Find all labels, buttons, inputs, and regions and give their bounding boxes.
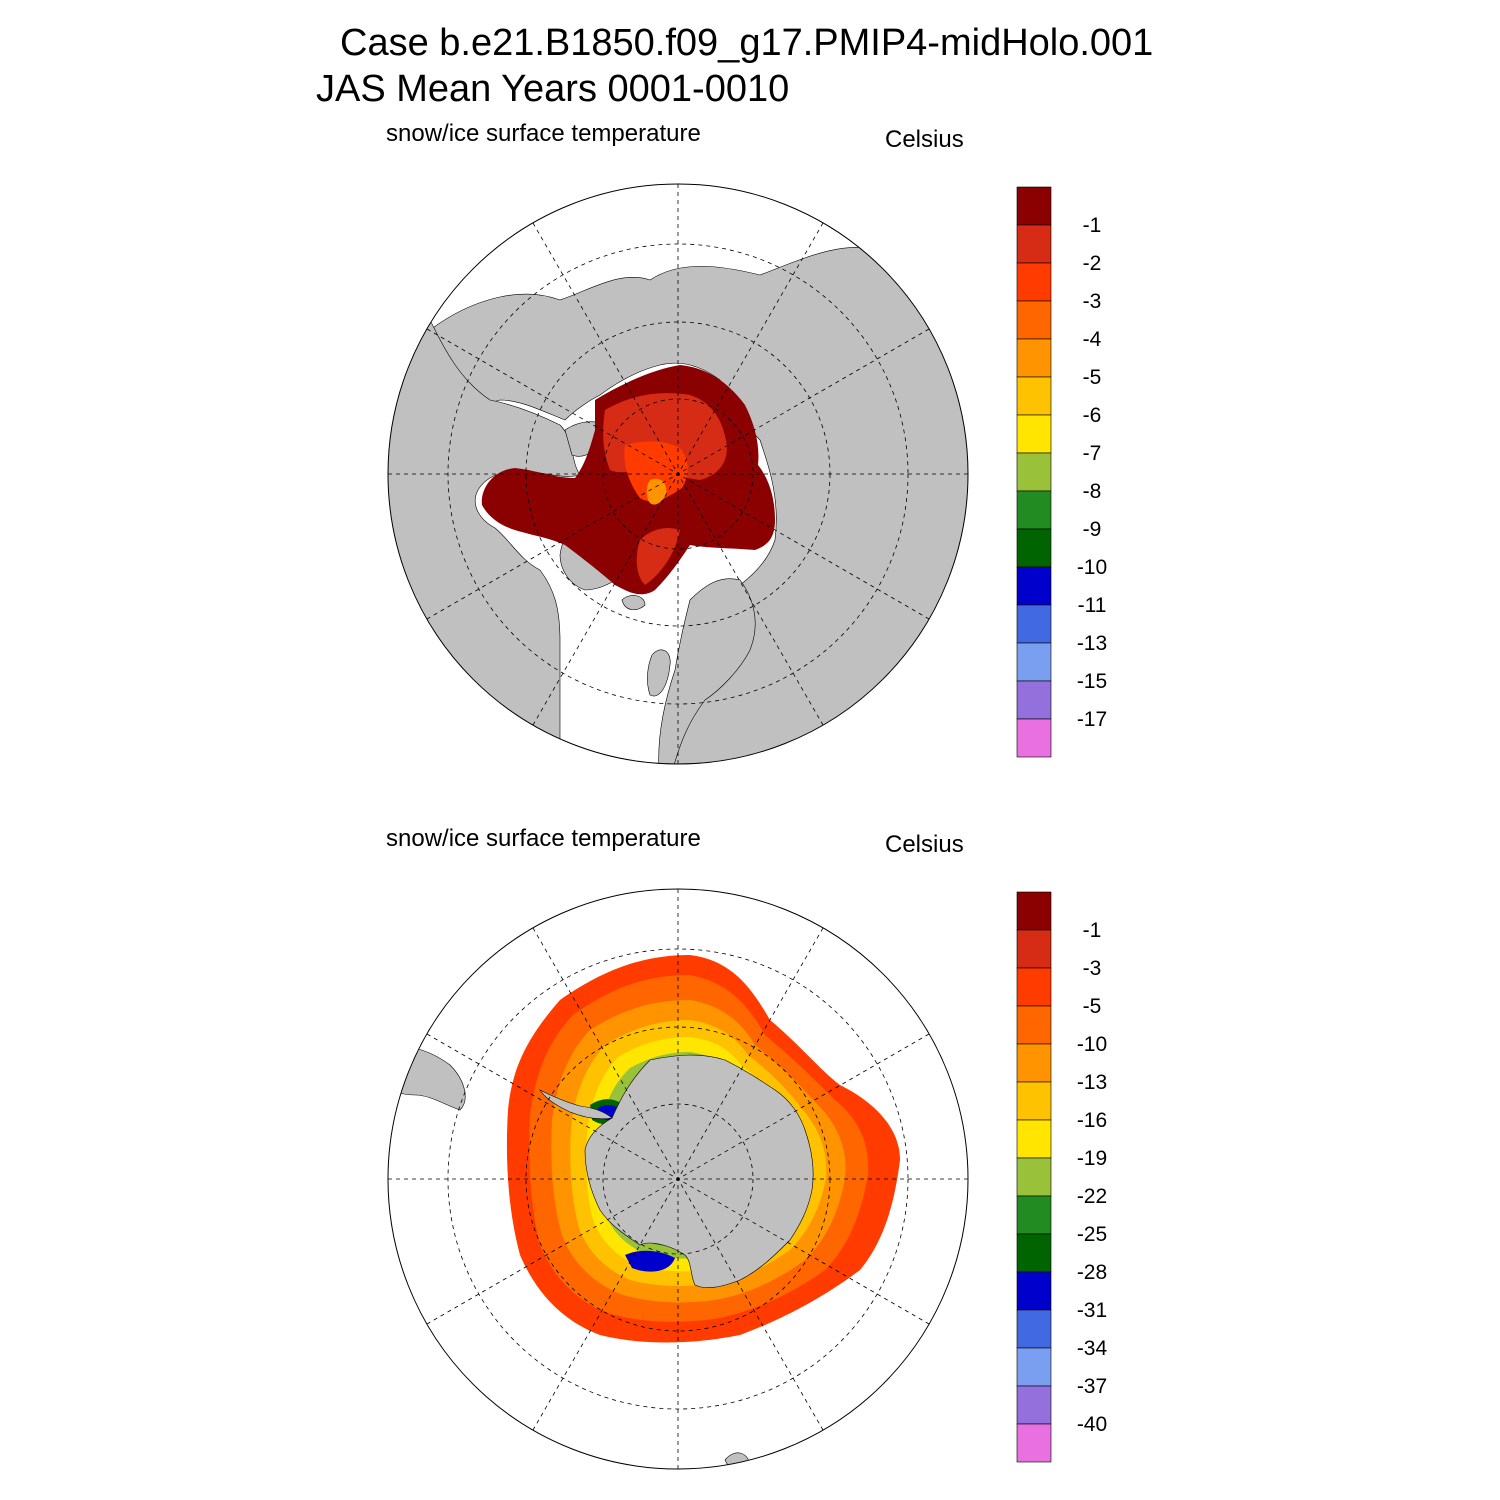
north-colorbar-swatch-11 xyxy=(1016,604,1052,644)
north-colorbar-swatch-4 xyxy=(1016,338,1052,378)
north-sea-ice xyxy=(481,365,775,595)
south-ice-ross-minus31 xyxy=(625,1250,675,1272)
north-colorbar-tick-label: -11 xyxy=(1078,594,1107,617)
north-units-label: Celsius xyxy=(885,126,964,153)
north-colorbar-swatch-0 xyxy=(1016,186,1052,226)
north-colorbar-swatch-7 xyxy=(1016,452,1052,492)
north-colorbar-tick-label: -2 xyxy=(1083,252,1102,275)
north-colorbar-tick-label: -8 xyxy=(1083,480,1102,503)
north-variable-label: snow/ice surface temperature xyxy=(386,120,701,147)
south-colorbar-tick-label: -34 xyxy=(1077,1337,1108,1360)
north-colorbar-tick-label: -6 xyxy=(1083,404,1102,427)
south-colorbar: -1 -3 -5 -10 -13 -16 -19 -22 -25 -28 -31 -34 -37 -40 xyxy=(1016,891,1108,1463)
north-colorbar-tick-label: -4 xyxy=(1083,328,1102,351)
north-colorbar-swatch-3 xyxy=(1016,300,1052,340)
south-colorbar-swatch-11 xyxy=(1016,1309,1052,1349)
south-colorbar-swatch-13 xyxy=(1016,1385,1052,1425)
north-colorbar-swatch-6 xyxy=(1016,414,1052,454)
south-colorbar-swatch-4 xyxy=(1016,1043,1052,1083)
south-colorbar-swatch-3 xyxy=(1016,1005,1052,1045)
north-colorbar-tick-label: -7 xyxy=(1083,442,1102,465)
north-land-iceland xyxy=(621,595,646,610)
north-colorbar-tick-label: -17 xyxy=(1077,708,1107,731)
south-polar-map xyxy=(387,888,969,1470)
north-colorbar-swatch-2 xyxy=(1016,262,1052,302)
north-colorbar-swatch-12 xyxy=(1016,642,1052,682)
south-colorbar-swatch-2 xyxy=(1016,967,1052,1007)
north-colorbar-tick-label: -1 xyxy=(1083,214,1102,237)
south-colorbar-swatch-9 xyxy=(1016,1233,1052,1273)
south-colorbar-tick-label: -28 xyxy=(1077,1261,1107,1284)
north-colorbar-tick-label: -5 xyxy=(1083,366,1102,389)
south-variable-label: snow/ice surface temperature xyxy=(386,825,701,852)
south-colorbar-tick-label: -22 xyxy=(1077,1185,1107,1208)
north-colorbar-tick-label: -3 xyxy=(1083,290,1102,313)
north-land-britain xyxy=(647,649,671,697)
south-colorbar-swatch-10 xyxy=(1016,1271,1052,1311)
south-colorbar-swatch-14 xyxy=(1016,1423,1052,1463)
south-colorbar-tick-label: -19 xyxy=(1077,1147,1107,1170)
south-colorbar-swatch-5 xyxy=(1016,1081,1052,1121)
north-ice-band-fram xyxy=(636,528,680,585)
south-colorbar-swatch-6 xyxy=(1016,1119,1052,1159)
south-colorbar-swatch-7 xyxy=(1016,1157,1052,1197)
north-colorbar-swatch-8 xyxy=(1016,490,1052,530)
south-land-peninsula xyxy=(539,1089,613,1120)
south-colorbar-swatch-0 xyxy=(1016,891,1052,931)
north-colorbar-tick-label: -15 xyxy=(1077,670,1107,693)
south-colorbar-swatch-12 xyxy=(1016,1347,1052,1387)
north-ice-band-minus5 xyxy=(646,478,667,505)
north-colorbar-swatch-10 xyxy=(1016,566,1052,606)
south-colorbar-tick-label: -37 xyxy=(1077,1375,1107,1398)
figure-title-case: Case b.e21.B1850.f09_g17.PMIP4-midHolo.0… xyxy=(340,22,1154,64)
north-colorbar-swatch-13 xyxy=(1016,680,1052,720)
north-ice-band-minus3 xyxy=(624,441,688,502)
north-land-scandinavia xyxy=(658,578,756,764)
south-colorbar-tick-label: -1 xyxy=(1083,919,1102,942)
south-colorbar-tick-label: -5 xyxy=(1083,995,1102,1018)
north-colorbar-tick-label: -9 xyxy=(1083,518,1102,541)
figure-title-period: JAS Mean Years 0001-0010 xyxy=(316,68,790,110)
north-colorbar-swatch-9 xyxy=(1016,528,1052,568)
north-map-border xyxy=(387,183,969,765)
south-colorbar-tick-label: -16 xyxy=(1077,1109,1107,1132)
north-colorbar-swatch-5 xyxy=(1016,376,1052,416)
south-colorbar-tick-label: -31 xyxy=(1077,1299,1107,1322)
south-colorbar-swatch-8 xyxy=(1016,1195,1052,1235)
south-colorbar-tick-label: -10 xyxy=(1077,1033,1107,1056)
north-colorbar-tick-label: -10 xyxy=(1077,556,1107,579)
south-colorbar-tick-label: -40 xyxy=(1077,1413,1107,1436)
south-colorbar-tick-label: -3 xyxy=(1083,957,1102,980)
north-colorbar: -1 -2 -3 -4 -5 -6 -7 -8 -9 -10 -11 -13 -15 -17 xyxy=(1016,186,1107,758)
south-map-border xyxy=(387,888,969,1470)
south-units-label: Celsius xyxy=(885,831,964,858)
south-colorbar-tick-label: -13 xyxy=(1077,1071,1107,1094)
north-graticule xyxy=(388,184,968,764)
south-colorbar-swatch-1 xyxy=(1016,929,1052,969)
south-graticule xyxy=(388,889,968,1469)
north-colorbar-swatch-14 xyxy=(1016,718,1052,758)
north-colorbar-swatch-1 xyxy=(1016,224,1052,264)
north-colorbar-tick-label: -13 xyxy=(1077,632,1107,655)
south-colorbar-tick-label: -25 xyxy=(1077,1223,1107,1246)
north-polar-map xyxy=(387,183,969,765)
